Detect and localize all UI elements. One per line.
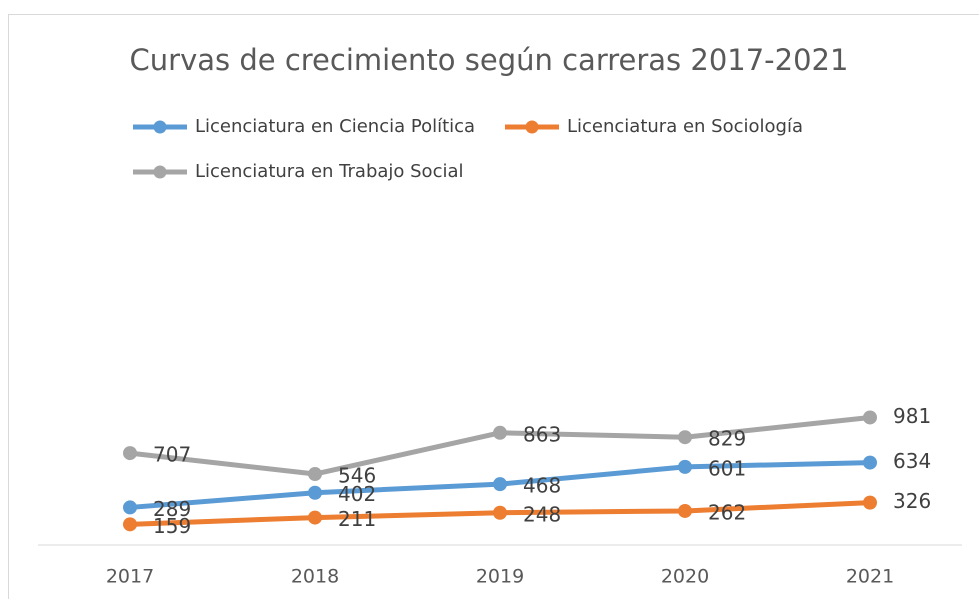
data-label: 248 <box>523 502 561 526</box>
x-tick-label: 2017 <box>106 566 154 588</box>
legend-label: Licenciatura en Trabajo Social <box>195 161 464 182</box>
point <box>123 500 137 515</box>
point <box>308 485 322 500</box>
point <box>863 455 877 470</box>
data-label: 863 <box>523 422 561 446</box>
data-label: 326 <box>893 489 931 513</box>
data-label: 707 <box>153 443 191 467</box>
data-label: 634 <box>893 449 931 473</box>
chart-border <box>8 14 979 599</box>
point <box>863 495 877 510</box>
data-label: 546 <box>338 464 376 488</box>
legend-marker <box>525 120 539 134</box>
point <box>123 446 137 461</box>
data-label: 289 <box>153 497 191 521</box>
data-label: 211 <box>338 507 376 531</box>
point <box>678 430 692 445</box>
point <box>678 503 692 518</box>
legend-marker <box>153 120 167 134</box>
data-label: 159 <box>153 514 191 538</box>
legend-label: Licenciatura en Ciencia Política <box>195 116 475 137</box>
point <box>493 425 507 440</box>
legend-marker <box>153 165 167 179</box>
data-label: 468 <box>523 474 561 498</box>
point <box>493 505 507 520</box>
chart-title: Curvas de crecimiento según carreras 201… <box>130 43 849 77</box>
point <box>308 510 322 525</box>
data-label: 402 <box>338 482 376 506</box>
point <box>123 517 137 532</box>
point <box>308 467 322 482</box>
point <box>863 410 877 425</box>
data-label: 981 <box>893 404 931 428</box>
x-tick-label: 2021 <box>846 566 894 588</box>
data-label: 601 <box>708 456 746 480</box>
x-tick-label: 2019 <box>476 566 524 588</box>
x-tick-label: 2020 <box>661 566 709 588</box>
point <box>678 459 692 474</box>
x-tick-label: 2018 <box>291 566 339 588</box>
legend-label: Licenciatura en Sociología <box>567 116 803 137</box>
point <box>493 477 507 492</box>
data-label: 829 <box>708 427 746 451</box>
data-label: 262 <box>708 500 746 524</box>
